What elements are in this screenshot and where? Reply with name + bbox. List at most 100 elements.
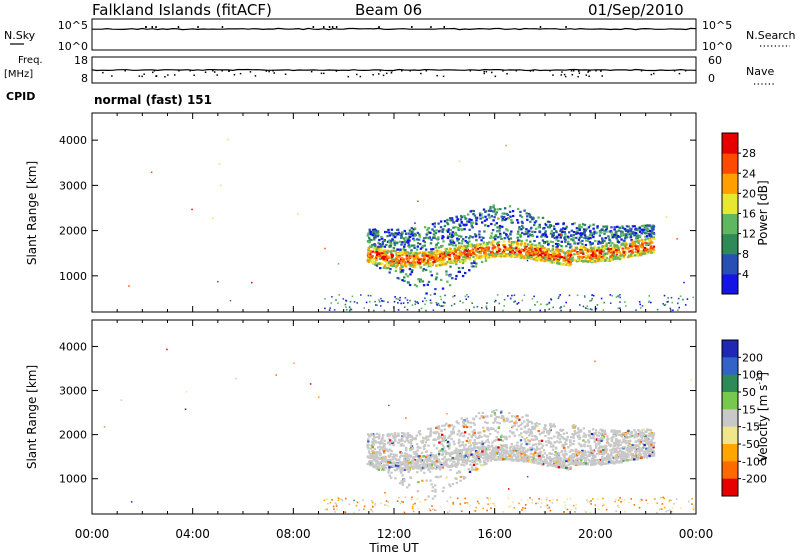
range-cell xyxy=(509,215,512,218)
range-cell xyxy=(619,294,621,296)
range-cell xyxy=(472,453,475,456)
range-cell xyxy=(538,248,542,251)
range-cell xyxy=(427,227,430,230)
nave-point xyxy=(284,73,287,75)
range-cell xyxy=(349,309,351,312)
range-cell xyxy=(150,171,153,174)
range-cell xyxy=(407,281,410,284)
nave-point xyxy=(189,70,191,72)
range-cell xyxy=(538,461,541,464)
range-cell xyxy=(513,255,516,258)
range-cell xyxy=(460,432,464,435)
range-cell xyxy=(414,458,418,462)
range-cell xyxy=(630,238,633,242)
range-cell xyxy=(471,302,473,304)
range-cell xyxy=(546,303,549,306)
range-cell xyxy=(590,258,594,261)
range-cell xyxy=(604,254,607,257)
range-cell xyxy=(602,240,606,243)
range-cell xyxy=(563,238,567,241)
colorbar-segment xyxy=(722,153,738,174)
range-cell xyxy=(390,476,393,479)
range-cell xyxy=(469,439,472,442)
range-cell xyxy=(495,251,499,254)
range-cell xyxy=(493,208,497,211)
range-cell xyxy=(595,438,599,441)
range-cell xyxy=(432,255,435,258)
range-cell xyxy=(421,259,424,262)
range-cell xyxy=(438,304,441,307)
range-cell xyxy=(446,280,449,283)
range-cell xyxy=(638,433,642,436)
nave-point xyxy=(214,71,216,73)
range-cell xyxy=(551,248,554,251)
range-cell xyxy=(609,230,613,233)
range-cell xyxy=(418,233,421,236)
velocity-scatter-cells xyxy=(103,348,695,514)
range-cell xyxy=(379,245,382,248)
range-cell xyxy=(414,438,417,441)
nsearch-point xyxy=(312,26,315,28)
range-cell xyxy=(567,235,570,238)
range-cell xyxy=(534,220,538,223)
range-cell xyxy=(641,442,645,445)
range-cell xyxy=(401,257,404,260)
range-cell xyxy=(550,437,553,440)
range-cell xyxy=(587,439,590,442)
range-cell xyxy=(414,266,417,269)
range-cell xyxy=(395,251,398,254)
range-cell xyxy=(521,416,524,419)
range-cell xyxy=(526,254,529,258)
range-cell xyxy=(623,233,626,236)
range-cell xyxy=(536,244,540,247)
range-cell xyxy=(479,217,482,220)
range-cell xyxy=(527,448,530,451)
range-cell xyxy=(571,248,574,251)
range-cell xyxy=(397,302,399,304)
range-cell xyxy=(514,247,518,250)
range-cell xyxy=(548,452,551,455)
range-cell xyxy=(494,454,497,457)
range-cell xyxy=(501,250,504,254)
range-cell xyxy=(399,299,401,302)
range-cell xyxy=(588,241,592,244)
range-cell xyxy=(636,458,640,461)
range-cell xyxy=(554,255,557,258)
range-cell xyxy=(519,242,523,245)
range-cell xyxy=(508,447,512,450)
range-cell xyxy=(451,244,454,247)
range-cell xyxy=(652,450,656,454)
range-cell xyxy=(670,296,673,299)
range-cell xyxy=(413,264,417,267)
range-cell xyxy=(573,259,577,262)
range-cell xyxy=(656,308,659,311)
range-cell xyxy=(448,260,451,263)
range-cell xyxy=(583,232,586,235)
range-cell xyxy=(502,309,504,312)
range-cell xyxy=(417,278,420,281)
range-cell xyxy=(451,234,455,238)
range-cell xyxy=(559,262,562,265)
range-cell xyxy=(561,462,564,465)
range-cell xyxy=(395,297,398,300)
range-cell xyxy=(645,250,648,253)
nave-point xyxy=(382,74,385,77)
range-cell xyxy=(628,442,631,445)
range-cell xyxy=(592,294,595,297)
range-cell xyxy=(609,457,612,460)
range-cell xyxy=(627,250,631,253)
range-cell xyxy=(520,228,523,231)
range-cell xyxy=(345,306,347,308)
range-cell xyxy=(591,436,594,440)
range-cell xyxy=(435,276,438,279)
range-cell xyxy=(371,250,374,253)
range-cell xyxy=(586,260,589,263)
range-cell xyxy=(631,452,634,456)
range-cell xyxy=(487,209,491,212)
range-cell xyxy=(573,222,576,225)
range-cell xyxy=(555,253,558,257)
range-cell xyxy=(356,302,358,304)
range-cell xyxy=(391,256,394,259)
range-cell xyxy=(486,438,490,441)
range-cell xyxy=(564,232,567,236)
